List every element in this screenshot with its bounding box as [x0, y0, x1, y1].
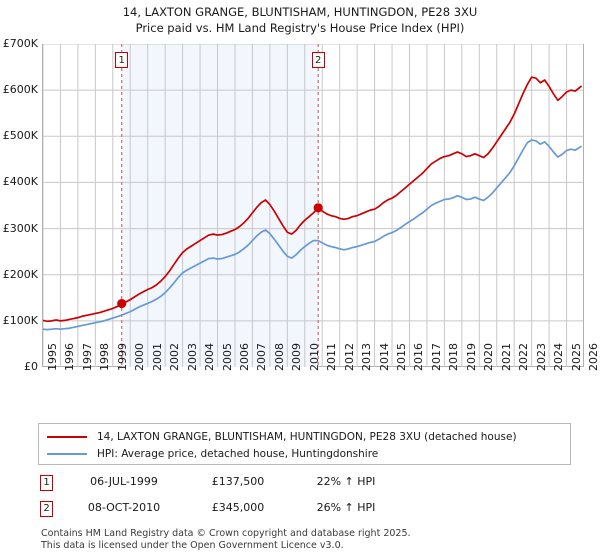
- chart-marker-badge-1[interactable]: 1: [115, 52, 129, 68]
- page-title-subtitle: Price paid vs. HM Land Registry's House …: [135, 21, 465, 35]
- y-axis-tick-label: £200K: [2, 267, 38, 281]
- attribution-footer: Contains HM Land Registry data © Crown c…: [41, 528, 581, 551]
- y-axis-tick-label: £100K: [2, 313, 38, 327]
- x-axis-tick-label: 2018: [447, 343, 461, 371]
- x-axis-tick-label: 2010: [307, 343, 321, 371]
- legend-label: 14, LAXTON GRANGE, BLUNTISHAM, HUNTINGDO…: [97, 430, 517, 443]
- series-line-hpi: [43, 139, 582, 331]
- x-axis-tick-label: 2005: [220, 343, 234, 371]
- x-axis-tick-label: 2017: [429, 343, 443, 371]
- x-axis-tick-label: 2020: [482, 343, 496, 371]
- series-line-price-paid: [43, 76, 582, 323]
- y-axis-tick-label: £500K: [2, 129, 38, 143]
- x-axis-tick-label: 2004: [203, 343, 217, 371]
- x-axis-tick-label: 1996: [63, 343, 77, 371]
- legend-label: HPI: Average price, detached house, Hunt…: [97, 447, 379, 460]
- x-axis-tick-label: 2008: [272, 343, 286, 371]
- transaction-price: £345,000: [211, 501, 265, 514]
- x-axis-tick-label: 2006: [237, 343, 251, 371]
- y-axis-tick-label: £400K: [2, 175, 38, 189]
- transaction-marker-dot: [117, 298, 127, 309]
- chart-marker-badge-2[interactable]: 2: [311, 52, 325, 68]
- x-axis-tick-label: 2013: [360, 343, 374, 371]
- x-axis-tick-label: 2014: [377, 343, 391, 371]
- table-row[interactable]: 2 08-OCT-2010 £345,000 26% ↑ HPI: [40, 498, 460, 524]
- transaction-hpi-delta: 26% ↑ HPI: [316, 501, 376, 514]
- x-axis-tick-label: 2001: [150, 343, 164, 371]
- x-axis-tick-label: 2011: [325, 343, 339, 371]
- legend-item: 14, LAXTON GRANGE, BLUNTISHAM, HUNTINGDO…: [39, 428, 570, 445]
- footer-licence: This data is licensed under the Open Gov…: [41, 539, 344, 551]
- transaction-marker-dot: [313, 203, 323, 213]
- x-axis-tick-label: 2007: [255, 343, 269, 371]
- legend-color-swatch: [47, 435, 87, 438]
- y-axis-tick-label: £0: [24, 360, 38, 373]
- table-row[interactable]: 1 06-JUL-1999 £137,500 22% ↑ HPI: [40, 472, 460, 498]
- page-title: 14, LAXTON GRANGE, BLUNTISHAM, HUNTINGDO…: [0, 4, 600, 36]
- transaction-price: £137,500: [211, 475, 265, 488]
- x-axis-tick-label: 2000: [133, 343, 147, 371]
- chart-legend: 14, LAXTON GRANGE, BLUNTISHAM, HUNTINGDO…: [38, 423, 571, 465]
- x-axis-tick-label: 2015: [395, 343, 409, 371]
- x-axis-tick-label: 2016: [412, 343, 426, 371]
- y-axis-tick-label: £600K: [2, 83, 38, 97]
- legend-item: HPI: Average price, detached house, Hunt…: [39, 445, 570, 462]
- transaction-date: 06-JUL-1999: [90, 475, 158, 488]
- x-axis-tick-label: 2023: [534, 343, 548, 371]
- transaction-hpi-delta: 22% ↑ HPI: [316, 475, 376, 488]
- x-axis-tick-label: 2022: [517, 343, 531, 371]
- footer-copyright: Contains HM Land Registry data © Crown c…: [41, 528, 411, 539]
- x-axis-tick-label: 2026: [587, 343, 600, 371]
- x-axis-tick-label: 1999: [115, 343, 129, 371]
- x-axis-tick-label: 1998: [98, 343, 112, 371]
- y-axis-tick-label: £300K: [2, 221, 38, 235]
- x-axis-tick-label: 1997: [80, 343, 94, 371]
- price-history-line-chart: [43, 44, 584, 367]
- x-axis-tick-label: 2021: [499, 343, 513, 371]
- transaction-date: 08-OCT-2010: [87, 501, 161, 514]
- ownership-period-band: [121, 44, 319, 367]
- page-title-line1: 14, LAXTON GRANGE, BLUNTISHAM, HUNTINGDO…: [122, 5, 478, 19]
- x-axis-tick-label: 2003: [185, 343, 199, 371]
- legend-color-swatch: [47, 452, 87, 455]
- x-axis-tick-label: 2019: [464, 343, 478, 371]
- transaction-index-badge: 2: [40, 501, 53, 517]
- x-axis-tick-label: 1995: [46, 343, 59, 371]
- x-axis-tick-label: 2024: [552, 343, 566, 371]
- transaction-index-badge: 1: [40, 475, 53, 491]
- x-axis-tick-label: 2002: [168, 343, 182, 371]
- x-axis-tick-label: 2025: [569, 343, 583, 371]
- transactions-table: 1 06-JUL-1999 £137,500 22% ↑ HPI 2 08-OCT-201…: [40, 472, 460, 524]
- y-axis-tick-label: £700K: [2, 37, 38, 50]
- x-axis-tick-label: 2009: [290, 343, 304, 371]
- x-axis-tick-label: 2012: [342, 343, 356, 371]
